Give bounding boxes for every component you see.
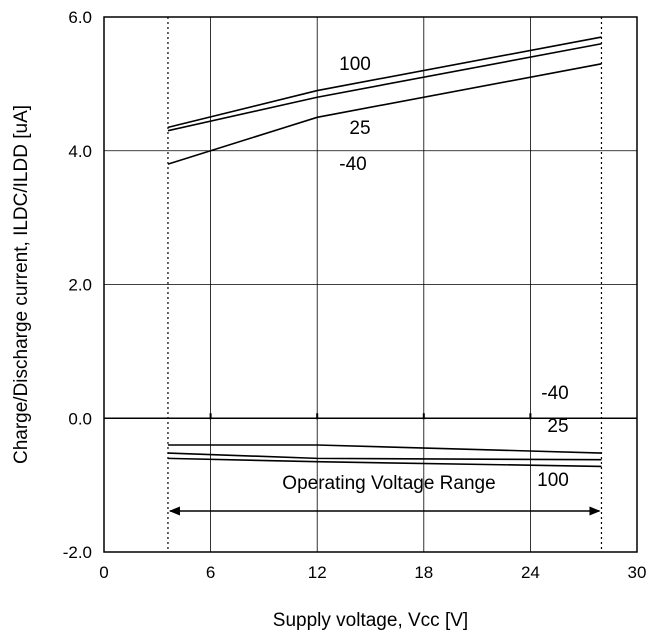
- y-axis-title: Charge/Discharge current, ILDC/ILDD [uA]: [11, 105, 32, 464]
- y-tick-label: 2.0: [68, 276, 92, 295]
- charge-series-label: 100: [339, 54, 371, 75]
- charge-series-label: -40: [339, 154, 366, 175]
- grid-lines: [104, 17, 637, 552]
- arrowhead-right: [589, 506, 601, 516]
- x-axis-title: Supply voltage, Vcc [V]: [273, 610, 468, 631]
- discharge-series--40: [167, 444, 602, 454]
- tick-labels: 0 6 12 18 24 30 -2.0 0.0 2.0 4.0 6.0: [63, 8, 647, 582]
- x-tick-label: 0: [99, 563, 108, 582]
- x-tick-label: 18: [414, 563, 433, 582]
- discharge-series-label: -40: [541, 383, 568, 404]
- charge-series-25: [167, 42, 602, 132]
- y-tick-label: -2.0: [63, 543, 92, 562]
- y-tick-label: 6.0: [68, 8, 92, 27]
- x-tick-label: 24: [521, 563, 540, 582]
- x-tick-label: 6: [206, 563, 215, 582]
- annotations: Operating Voltage Range: [167, 17, 603, 552]
- operating-range-label: Operating Voltage Range: [282, 473, 495, 494]
- discharge-series-label: 25: [547, 416, 568, 437]
- discharge-series-25: [167, 452, 602, 461]
- x-tick-label: 30: [628, 563, 647, 582]
- charge-series-100: [167, 36, 602, 129]
- discharge-series-label: 100: [537, 470, 569, 491]
- discharge-series-100: [167, 457, 602, 468]
- charge-series-label: 25: [349, 118, 370, 139]
- charge-series--40: [167, 63, 602, 165]
- arrowhead-left: [168, 506, 180, 516]
- y-tick-label: 4.0: [68, 142, 92, 161]
- x-tick-label: 12: [308, 563, 327, 582]
- series-lines: 100 25 -40 -40 25 100: [167, 36, 602, 491]
- y-tick-label: 0.0: [68, 409, 92, 428]
- plot-frame: [103, 16, 638, 553]
